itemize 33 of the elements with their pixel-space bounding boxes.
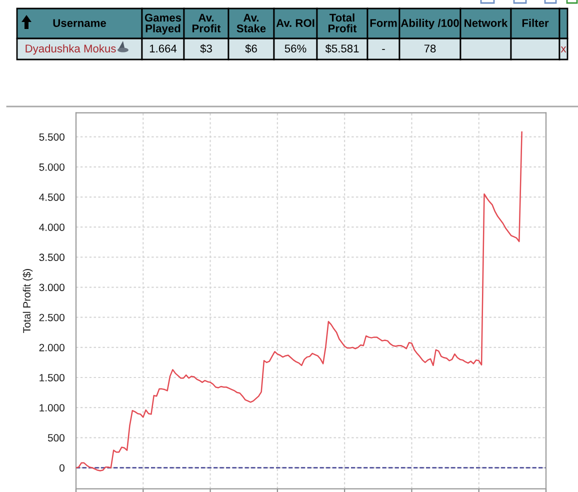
category-label: Username [53,19,106,27]
text: $3 [200,44,212,54]
y-axis-title: Total Profit ($) [22,269,33,333]
y-tick-label: 2.500 [39,314,64,322]
category-label: Filter [522,18,549,27]
category-label: Av. Profit [192,14,221,32]
y-tick-label: 4.000 [39,224,64,231]
category-label: Games Played [144,14,182,35]
text: 78 [424,44,436,52]
text: - [382,48,385,50]
category-label: Av. Stake [236,14,266,32]
y-tick-label: 0 [60,464,64,472]
y-tick-label: 2.000 [39,344,64,352]
line-series [76,131,522,472]
y-tick-label: 3.000 [39,284,64,292]
y-tick-label: 5.000 [39,163,64,171]
text: Dyadushka Mokus [26,44,116,55]
y-tick-label: 1.500 [40,374,64,382]
y-tick-label: 4.500 [39,194,64,201]
category-label: Total Profit [328,13,357,32]
text: $6 [245,44,257,54]
y-tick-label: 5.500 [39,133,64,141]
text: 56% [284,44,306,52]
category-label: Form [370,19,397,27]
text: x [560,46,566,52]
y-tick-label: 1.000 [40,404,64,412]
category-label: Network [464,18,508,27]
y-tick-label: 500 [48,434,64,442]
y-tick-label: 3.500 [39,254,64,262]
text: $5.581 [325,44,359,54]
category-label: Ability /100 [400,18,459,30]
text: 1.664 [150,44,177,52]
category-label: Av. ROI [276,19,314,27]
